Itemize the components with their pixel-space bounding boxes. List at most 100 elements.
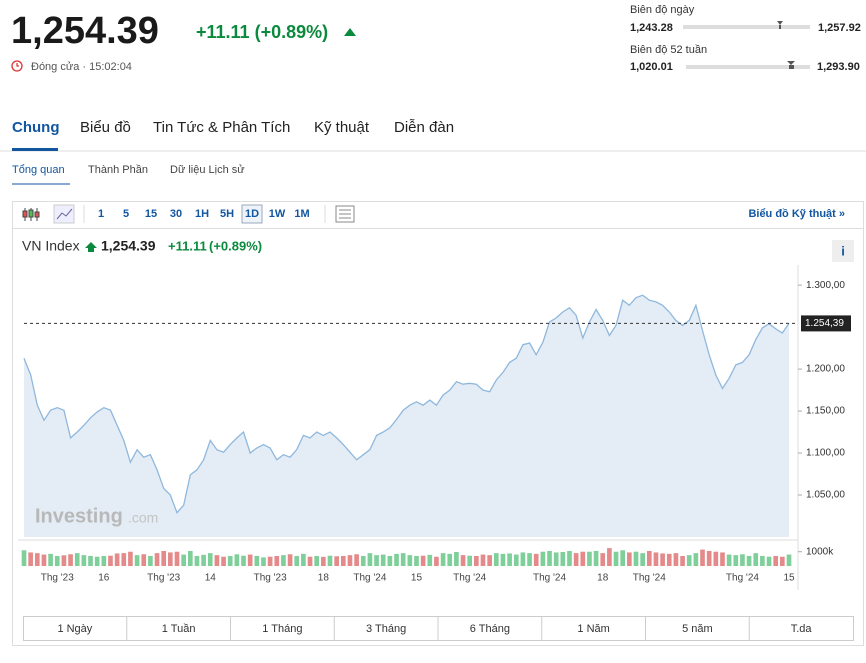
volume-bar: [294, 556, 300, 566]
y-tick-label: 1.300,00: [806, 280, 845, 291]
volume-bar: [760, 556, 765, 566]
volume-bar: [420, 555, 426, 566]
range-button[interactable]: 1 Ngày: [57, 623, 92, 635]
volume-bar: [746, 556, 752, 566]
legend-arrow: [85, 242, 97, 252]
status: Đóng cửa · 15:02:04: [31, 61, 132, 73]
range-button[interactable]: T.da: [791, 623, 813, 635]
range-label: Biên độ 52 tuần: [630, 44, 707, 56]
interval[interactable]: 1D: [245, 208, 259, 220]
volume-bar: [121, 553, 127, 566]
volume-bar: [128, 551, 133, 566]
volume-bar: [108, 555, 113, 566]
range-track: [683, 25, 810, 29]
interval[interactable]: 1H: [195, 208, 209, 220]
volume-bar: [81, 555, 87, 566]
range-button[interactable]: 3 Tháng: [366, 623, 406, 635]
area-fill: [24, 295, 789, 537]
x-tick-label: 18: [318, 573, 330, 584]
candle-icon: [22, 208, 40, 221]
volume-bar: [467, 555, 473, 566]
x-tick-label: 14: [205, 573, 217, 584]
info-button[interactable]: [832, 240, 854, 262]
volume-bar: [493, 553, 499, 566]
volume-bar: [34, 553, 40, 566]
range-button[interactable]: 6 Tháng: [470, 623, 510, 635]
volume-bar: [587, 551, 592, 566]
tab[interactable]: Tin Tức & Phân Tích: [153, 119, 290, 136]
legend-price: 1,254.39: [101, 238, 156, 254]
volume-bar: [507, 553, 512, 566]
tab[interactable]: Kỹ thuật: [314, 119, 370, 136]
interval[interactable]: 1M: [294, 208, 309, 220]
volume-bar: [773, 556, 779, 566]
volume-bar: [301, 553, 306, 566]
subtab[interactable]: Dữ liệu Lịch sử: [170, 164, 245, 176]
volume-bar: [48, 553, 53, 566]
volume-bar: [287, 554, 293, 566]
volume-bar: [360, 556, 366, 566]
y-tick-label: 1.200,00: [806, 364, 845, 375]
tab[interactable]: Biểu đồ: [80, 119, 131, 136]
area-icon-line: [56, 208, 73, 220]
volume-bar: [753, 553, 759, 566]
technical-link[interactable]: Biểu đồ Kỹ thuật »: [748, 208, 845, 220]
tab[interactable]: Chung: [12, 119, 59, 136]
volume-bar: [114, 553, 120, 566]
volume-bar: [434, 556, 439, 566]
volume-bar: [21, 550, 27, 566]
volume-bar: [334, 556, 339, 566]
volume-bar: [440, 553, 446, 566]
volume-bar: [686, 555, 692, 566]
interval[interactable]: 15: [145, 208, 157, 220]
volume-bar: [567, 551, 572, 566]
volume-bar: [367, 553, 373, 566]
last-price-label: 1.254,39: [805, 318, 844, 329]
volume-bar: [400, 553, 406, 566]
x-tick-label: Thg '23: [41, 573, 74, 584]
volume-bar: [274, 556, 280, 566]
volume-bar: [148, 556, 153, 566]
interval[interactable]: 5: [123, 208, 129, 220]
volume-bar: [766, 556, 772, 566]
range-high: 1,257.92: [818, 22, 861, 34]
subtab[interactable]: Tổng quan: [12, 164, 65, 176]
clock-icon: [11, 60, 23, 72]
volume-bar: [407, 555, 413, 566]
volume-bar: [600, 553, 606, 566]
interval[interactable]: 5H: [220, 208, 234, 220]
volume-bar: [706, 551, 712, 566]
watermark-suffix: .com: [128, 510, 158, 526]
volume-bar: [700, 549, 705, 566]
volume-tick-label: 1000k: [806, 546, 834, 557]
volume-bar: [394, 553, 399, 566]
watermark-brand: Investing: [35, 505, 123, 527]
range-button[interactable]: 1 Tháng: [262, 623, 302, 635]
range-high: 1,293.90: [817, 61, 860, 73]
volume-bar: [281, 555, 286, 566]
volume-bar: [414, 556, 419, 566]
volume-bar: [314, 556, 320, 566]
range-button[interactable]: 5 năm: [682, 623, 713, 635]
interval[interactable]: 1: [98, 208, 104, 220]
volume-bar: [340, 556, 346, 566]
interval[interactable]: 1W: [269, 208, 286, 220]
volume-bar: [68, 554, 73, 566]
volume-bar: [620, 550, 626, 566]
volume-bar: [627, 552, 632, 566]
y-tick-label: 1.050,00: [806, 490, 845, 501]
range-marker: [787, 61, 795, 69]
volume-bar: [61, 555, 67, 566]
volume-bar: [181, 554, 186, 566]
range-button[interactable]: 1 Tuần: [162, 623, 196, 635]
interval[interactable]: 30: [170, 208, 182, 220]
subtab[interactable]: Thành Phần: [88, 164, 148, 176]
x-tick-label: Thg '24: [453, 573, 486, 584]
volume-bar: [520, 552, 526, 566]
x-tick-label: Thg '24: [633, 573, 666, 584]
volume-bar: [241, 555, 246, 566]
tab[interactable]: Diễn đàn: [394, 119, 454, 136]
range-button[interactable]: 1 Năm: [577, 623, 609, 635]
